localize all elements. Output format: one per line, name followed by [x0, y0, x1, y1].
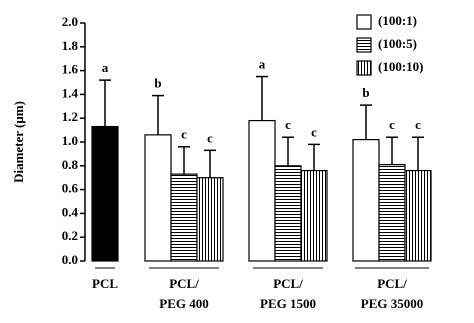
significance-letter: a — [102, 60, 109, 75]
y-tick-label: 1.4 — [62, 85, 79, 100]
significance-letter: a — [259, 57, 266, 72]
bar — [170, 173, 198, 262]
y-tick-label: 1.0 — [62, 133, 78, 148]
y-tick-label: 0.4 — [62, 204, 79, 219]
y-tick-label: 2.0 — [62, 14, 78, 29]
y-tick-label: 1.6 — [62, 62, 79, 77]
x-tick-label: PEG 35000 — [361, 296, 423, 311]
x-tick-label: PEG 1500 — [260, 296, 316, 311]
y-axis-label: Diameter (μm) — [11, 101, 26, 183]
significance-letter: c — [389, 117, 395, 132]
legend-label: (100:5) — [378, 36, 417, 51]
x-tick-label: PCL — [92, 276, 118, 291]
significance-letter: b — [154, 76, 161, 91]
y-tick-label: 1.2 — [62, 109, 78, 124]
significance-letter: c — [415, 117, 421, 132]
legend-label: (100:1) — [378, 13, 417, 28]
bar — [378, 164, 406, 262]
legend-label: (100:10) — [378, 59, 424, 74]
x-tick-label: PCL/ — [273, 276, 303, 291]
bar — [248, 119, 276, 262]
y-tick-label: 0.0 — [62, 252, 78, 267]
legend-swatch — [356, 14, 372, 30]
significance-letter: c — [285, 117, 291, 132]
bar — [144, 134, 172, 262]
legend-swatch — [356, 37, 372, 53]
y-tick-label: 0.6 — [62, 181, 79, 196]
y-tick-label: 0.8 — [62, 157, 79, 172]
bar — [274, 165, 302, 262]
x-tick-label: PCL/ — [169, 276, 199, 291]
significance-letter: b — [362, 85, 369, 100]
bar — [196, 177, 224, 262]
significance-letter: c — [311, 124, 317, 139]
bar — [300, 169, 328, 262]
legend-swatch — [356, 60, 372, 76]
significance-letter: c — [207, 130, 213, 145]
significance-letter: c — [181, 127, 187, 142]
x-tick-label: PEG 400 — [159, 296, 208, 311]
x-tick-label: PCL/ — [377, 276, 407, 291]
bar — [352, 139, 380, 262]
bar — [404, 169, 432, 262]
y-tick-label: 0.2 — [62, 228, 78, 243]
y-tick-label: 1.8 — [62, 38, 79, 53]
bar — [91, 125, 119, 262]
